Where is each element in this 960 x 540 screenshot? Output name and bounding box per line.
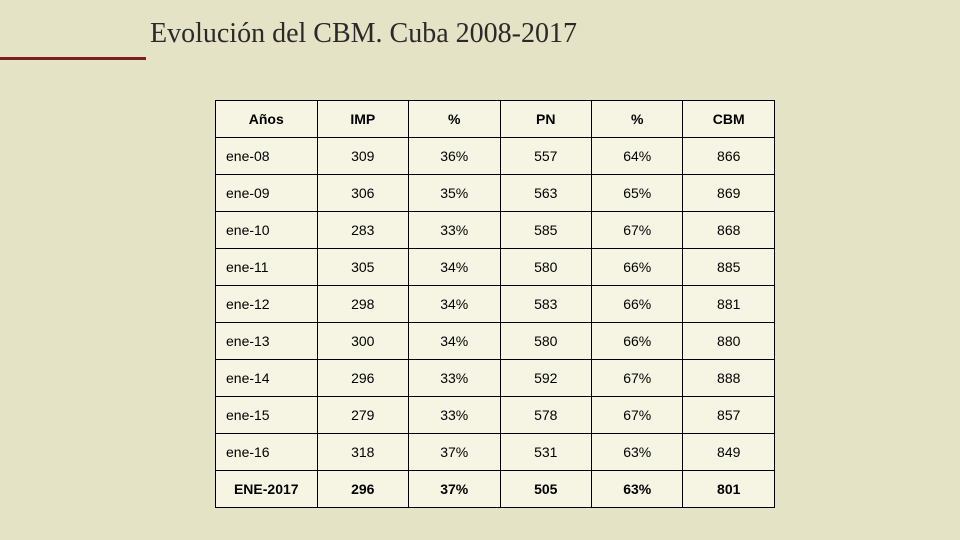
- cell-pn: 585: [500, 212, 591, 249]
- cell-year: ene-10: [216, 212, 318, 249]
- table-row: ene-16 318 37% 531 63% 849: [216, 434, 775, 471]
- cell-imp: 305: [317, 249, 408, 286]
- cell-pn: 563: [500, 175, 591, 212]
- cell-pct1: 34%: [409, 249, 500, 286]
- cell-year: ene-16: [216, 434, 318, 471]
- cell-year: ene-12: [216, 286, 318, 323]
- cell-pct2: 66%: [591, 249, 682, 286]
- cell-pn: 531: [500, 434, 591, 471]
- cell-imp: 296: [317, 360, 408, 397]
- cell-cbm: 801: [683, 471, 775, 508]
- cell-pct1: 34%: [409, 323, 500, 360]
- cell-pct1: 33%: [409, 360, 500, 397]
- cell-year: ene-08: [216, 138, 318, 175]
- cell-year: ene-09: [216, 175, 318, 212]
- cell-imp: 296: [317, 471, 408, 508]
- data-table-container: Años IMP % PN % CBM ene-08 309 36% 557 6…: [215, 100, 775, 508]
- cell-pct1: 33%: [409, 212, 500, 249]
- cell-year: ene-13: [216, 323, 318, 360]
- cell-pct2: 66%: [591, 323, 682, 360]
- cell-pn: 592: [500, 360, 591, 397]
- cell-cbm: 880: [683, 323, 775, 360]
- col-pct1: %: [409, 101, 500, 138]
- col-pct2: %: [591, 101, 682, 138]
- col-cbm: CBM: [683, 101, 775, 138]
- table-row-highlight: ENE-2017 296 37% 505 63% 801: [216, 471, 775, 508]
- cell-cbm: 888: [683, 360, 775, 397]
- cell-pct1: 37%: [409, 471, 500, 508]
- cell-imp: 300: [317, 323, 408, 360]
- cell-year: ene-11: [216, 249, 318, 286]
- cell-cbm: 881: [683, 286, 775, 323]
- table-row: ene-12 298 34% 583 66% 881: [216, 286, 775, 323]
- table-body: ene-08 309 36% 557 64% 866 ene-09 306 35…: [216, 138, 775, 508]
- cell-pct2: 63%: [591, 471, 682, 508]
- slide: Evolución del CBM. Cuba 2008-2017 Años I…: [0, 0, 960, 540]
- cell-pct1: 35%: [409, 175, 500, 212]
- col-imp: IMP: [317, 101, 408, 138]
- cell-imp: 318: [317, 434, 408, 471]
- cell-pct2: 67%: [591, 212, 682, 249]
- cell-pn: 578: [500, 397, 591, 434]
- cell-pct1: 36%: [409, 138, 500, 175]
- cell-imp: 306: [317, 175, 408, 212]
- cell-pct1: 34%: [409, 286, 500, 323]
- cell-pn: 583: [500, 286, 591, 323]
- cell-imp: 279: [317, 397, 408, 434]
- cell-pct2: 63%: [591, 434, 682, 471]
- cell-pct2: 65%: [591, 175, 682, 212]
- cell-cbm: 869: [683, 175, 775, 212]
- data-table: Años IMP % PN % CBM ene-08 309 36% 557 6…: [215, 100, 775, 508]
- cell-pct2: 66%: [591, 286, 682, 323]
- table-row: ene-08 309 36% 557 64% 866: [216, 138, 775, 175]
- cell-year: ENE-2017: [216, 471, 318, 508]
- cell-pct2: 64%: [591, 138, 682, 175]
- cell-pn: 557: [500, 138, 591, 175]
- cell-imp: 309: [317, 138, 408, 175]
- cell-year: ene-14: [216, 360, 318, 397]
- cell-pct1: 37%: [409, 434, 500, 471]
- cell-cbm: 885: [683, 249, 775, 286]
- cell-pct1: 33%: [409, 397, 500, 434]
- table-row: ene-11 305 34% 580 66% 885: [216, 249, 775, 286]
- table-row: ene-09 306 35% 563 65% 869: [216, 175, 775, 212]
- cell-cbm: 868: [683, 212, 775, 249]
- cell-pct2: 67%: [591, 360, 682, 397]
- table-row: ene-10 283 33% 585 67% 868: [216, 212, 775, 249]
- cell-pct2: 67%: [591, 397, 682, 434]
- cell-imp: 283: [317, 212, 408, 249]
- cell-imp: 298: [317, 286, 408, 323]
- cell-pn: 580: [500, 323, 591, 360]
- table-row: ene-15 279 33% 578 67% 857: [216, 397, 775, 434]
- col-years: Años: [216, 101, 318, 138]
- cell-pn: 505: [500, 471, 591, 508]
- table-row: ene-14 296 33% 592 67% 888: [216, 360, 775, 397]
- col-pn: PN: [500, 101, 591, 138]
- slide-title: Evolución del CBM. Cuba 2008-2017: [150, 18, 577, 50]
- table-header-row: Años IMP % PN % CBM: [216, 101, 775, 138]
- cell-pn: 580: [500, 249, 591, 286]
- title-underline: [0, 57, 146, 60]
- cell-cbm: 857: [683, 397, 775, 434]
- table-row: ene-13 300 34% 580 66% 880: [216, 323, 775, 360]
- cell-cbm: 866: [683, 138, 775, 175]
- cell-cbm: 849: [683, 434, 775, 471]
- cell-year: ene-15: [216, 397, 318, 434]
